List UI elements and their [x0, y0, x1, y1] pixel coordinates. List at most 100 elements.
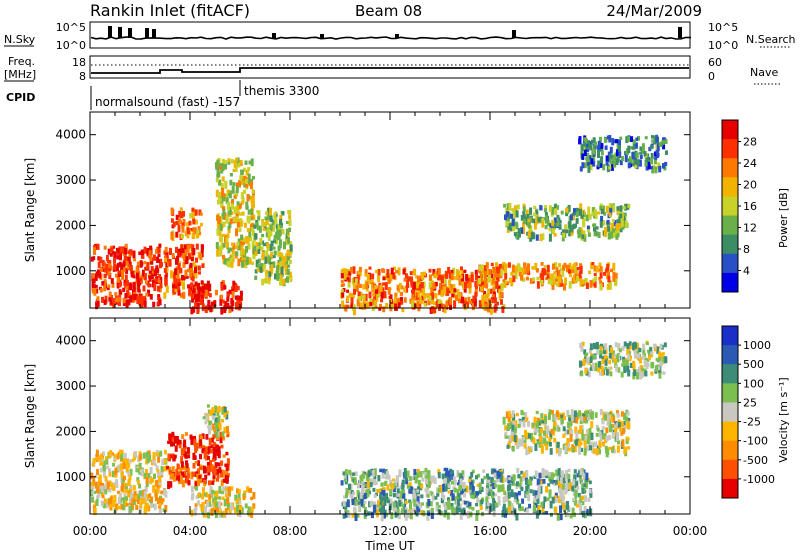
scatter-cell [615, 139, 619, 144]
scatter-cell [542, 478, 546, 484]
scatter-cell [223, 407, 227, 413]
scatter-cell [515, 513, 519, 521]
scatter-cell [507, 500, 511, 508]
scatter-cell [382, 496, 386, 501]
scatter-cell [522, 472, 526, 478]
scatter-cell [478, 300, 482, 308]
scatter-cell [504, 425, 508, 431]
scatter-cell [551, 263, 555, 270]
scatter-cell [585, 417, 588, 424]
scatter-cell [440, 498, 444, 503]
scatter-cell [602, 220, 606, 226]
scatter-cell [584, 435, 588, 441]
scatter-cell [105, 255, 109, 261]
scatter-cell [581, 495, 585, 501]
scatter-cell [380, 294, 384, 299]
scatter-cell [616, 149, 619, 157]
scatter-cell [619, 136, 623, 140]
scatter-cell [612, 232, 616, 238]
scatter-cell [616, 432, 620, 436]
scatter-cell [453, 288, 457, 293]
scatter-cell [342, 288, 346, 292]
scatter-cell [251, 189, 255, 194]
scatter-cell [553, 281, 557, 285]
scatter-cell [95, 449, 99, 458]
scatter-cell [587, 232, 591, 237]
scatter-cell [584, 278, 588, 286]
scatter-cell [129, 505, 133, 513]
scatter-cell [151, 270, 155, 275]
scatter-cell [594, 362, 598, 369]
scatter-cell [221, 419, 224, 423]
scatter-cell [512, 482, 516, 486]
scatter-cell [607, 275, 611, 283]
scatter-cell [593, 143, 597, 151]
scatter-cell [395, 298, 399, 307]
scatter-cell [252, 230, 255, 237]
scatter-cell [283, 255, 287, 262]
scatter-cell [489, 488, 493, 492]
scatter-cell [381, 505, 385, 514]
scatter-cell [536, 478, 540, 486]
scatter-cell [207, 470, 211, 476]
scatter-cell [202, 487, 205, 494]
colorbar-segment [722, 345, 738, 365]
scatter-cell [216, 436, 219, 441]
scatter-cell [366, 274, 370, 282]
scatter-cell [658, 142, 662, 147]
scatter-cell [632, 363, 636, 370]
scatter-cell [566, 410, 570, 417]
scatter-cell [152, 451, 156, 459]
scatter-cell [158, 476, 161, 484]
scatter-cell [176, 440, 180, 446]
scatter-cell [520, 227, 524, 234]
scatter-cell [532, 218, 536, 224]
scatter-cell [125, 503, 129, 507]
scatter-cell [627, 145, 631, 154]
scatter-cell [180, 471, 184, 476]
scatter-cell [439, 303, 443, 309]
scatter-cell [177, 281, 181, 286]
scatter-cell [239, 218, 243, 222]
scatter-cell [620, 220, 624, 227]
scatter-cell [461, 296, 464, 304]
scatter-cell [239, 212, 243, 216]
scatter-cell [574, 267, 578, 276]
scatter-cell [508, 423, 512, 429]
scatter-cell [514, 221, 518, 227]
scatter-cell [193, 439, 197, 447]
scatter-cell [381, 502, 385, 506]
scatter-cell [553, 415, 557, 421]
scatter-cell [211, 415, 215, 421]
colorbar-segment [722, 177, 738, 197]
scatter-cell [590, 432, 594, 441]
scatter-cell [579, 203, 583, 210]
scatter-cell [615, 410, 619, 414]
scatter-cell [627, 353, 631, 360]
scatter-cell [132, 274, 136, 279]
scatter-cell [269, 230, 273, 237]
scatter-cell [530, 216, 533, 222]
scatter-cell [662, 142, 666, 150]
scatter-cell [124, 488, 128, 494]
scatter-cell [148, 493, 152, 499]
scatter-cell [217, 450, 221, 459]
scatter-cell [504, 497, 508, 503]
scatter-cell [536, 417, 540, 423]
y-tick-label: 1000 [55, 470, 86, 484]
scatter-cell [468, 286, 472, 294]
scatter-cell [426, 293, 430, 299]
scatter-cell [371, 287, 375, 291]
scatter-cell [192, 270, 196, 278]
scatter-cell [205, 492, 209, 498]
scatter-cell [350, 297, 354, 304]
scatter-cell [548, 409, 552, 414]
scatter-cell [141, 269, 145, 278]
scatter-cell [353, 479, 357, 485]
scatter-cell [366, 301, 370, 309]
scatter-cell [420, 483, 424, 489]
scatter-cell [382, 282, 386, 286]
scatter-cell [201, 508, 205, 516]
scatter-cell [219, 245, 223, 251]
scatter-cell [395, 270, 399, 274]
